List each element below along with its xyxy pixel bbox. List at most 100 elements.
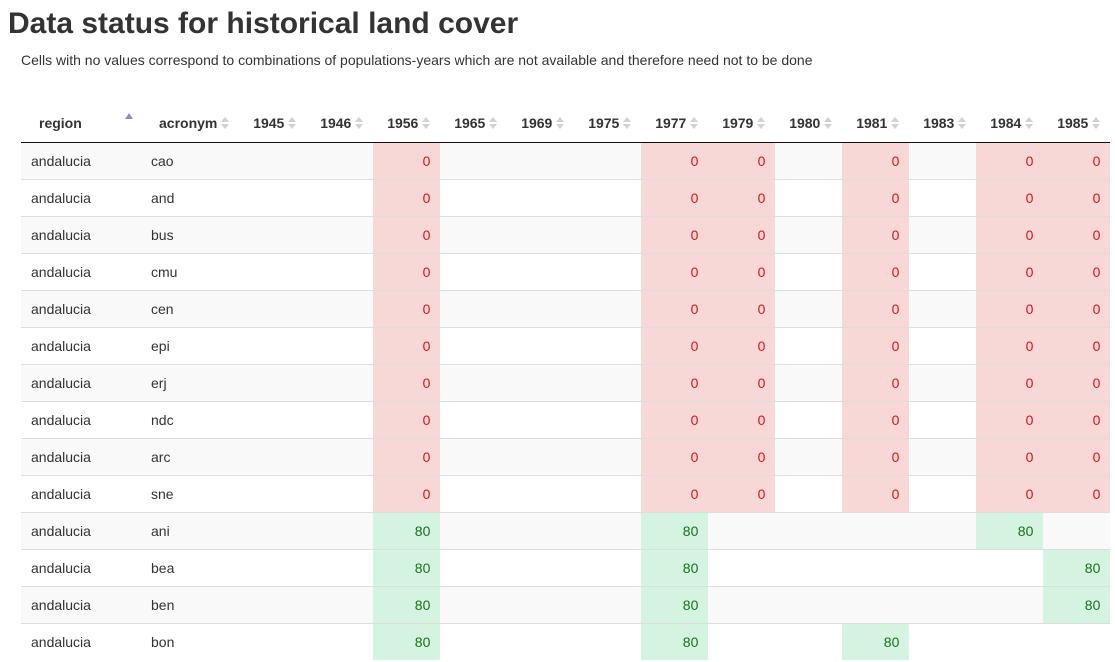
table-row: andalucia epi 0 0 0 0 0 0: [21, 327, 1111, 365]
year-1984-cell: [976, 549, 1044, 587]
sort-both-icon: [288, 116, 297, 130]
column-header-1983[interactable]: 1983: [909, 102, 977, 143]
year-1985-cell: 80: [1043, 549, 1111, 587]
column-header-label: 1983: [923, 114, 955, 131]
acronym-cell: epi: [141, 327, 240, 365]
column-header-region[interactable]: region: [21, 102, 141, 143]
year-1981-cell: 0: [842, 290, 910, 328]
year-1965-cell: [440, 327, 508, 365]
region-cell: andalucia: [21, 438, 141, 476]
year-1956-cell: 0: [373, 142, 441, 180]
column-header-1965[interactable]: 1965: [440, 102, 508, 143]
page-subtitle: Cells with no values correspond to combi…: [21, 52, 813, 68]
year-1956-cell: 0: [373, 327, 441, 365]
year-1977-cell: 80: [641, 586, 709, 624]
year-1945-cell: [239, 586, 307, 624]
year-1979-cell: 0: [708, 475, 776, 513]
year-1981-cell: [842, 586, 910, 624]
column-header-1977[interactable]: 1977: [641, 102, 709, 143]
year-1983-cell: [909, 438, 977, 476]
year-1984-cell: 0: [976, 327, 1044, 365]
acronym-cell: cao: [141, 142, 240, 180]
year-1969-cell: [507, 179, 575, 217]
region-cell: andalucia: [21, 179, 141, 217]
acronym-cell: ben: [141, 586, 240, 624]
year-1985-cell: 0: [1043, 142, 1111, 180]
year-1984-cell: 0: [976, 179, 1044, 217]
year-1969-cell: [507, 290, 575, 328]
sort-both-icon: [556, 116, 565, 130]
year-1985-cell: 0: [1043, 253, 1111, 291]
year-1956-cell: 0: [373, 401, 441, 439]
column-header-1985[interactable]: 1985: [1043, 102, 1111, 143]
year-1965-cell: [440, 512, 508, 550]
column-header-acronym[interactable]: acronym: [141, 102, 240, 143]
year-1945-cell: [239, 401, 307, 439]
year-1985-cell: 0: [1043, 179, 1111, 217]
year-1980-cell: [775, 586, 843, 624]
year-1983-cell: [909, 216, 977, 254]
region-cell: andalucia: [21, 327, 141, 365]
year-1981-cell: 0: [842, 216, 910, 254]
acronym-cell: sne: [141, 475, 240, 513]
sort-both-icon: [1092, 116, 1101, 130]
table-body: andalucia cao 0 0 0 0 0 0 andalucia and 0 0 0 0 0 0 anda…: [21, 142, 1111, 660]
table-row: andalucia cao 0 0 0 0 0 0: [21, 142, 1111, 180]
table-row: andalucia and 0 0 0 0 0 0: [21, 179, 1111, 217]
column-header-1946[interactable]: 1946: [306, 102, 374, 143]
year-1981-cell: [842, 512, 910, 550]
year-1946-cell: [306, 290, 374, 328]
table-row: andalucia cmu 0 0 0 0 0 0: [21, 253, 1111, 291]
year-1985-cell: 0: [1043, 290, 1111, 328]
table-row: andalucia ani 80 80 80: [21, 512, 1111, 550]
year-1956-cell: 0: [373, 253, 441, 291]
column-header-label: 1965: [454, 114, 486, 131]
table-row: andalucia bus 0 0 0 0 0 0: [21, 216, 1111, 254]
year-1946-cell: [306, 253, 374, 291]
year-1979-cell: [708, 586, 776, 624]
year-1975-cell: [574, 401, 642, 439]
year-1983-cell: [909, 142, 977, 180]
year-1977-cell: 0: [641, 253, 709, 291]
year-1946-cell: [306, 401, 374, 439]
column-header-1984[interactable]: 1984: [976, 102, 1044, 143]
column-header-1945[interactable]: 1945: [239, 102, 307, 143]
sort-ascending-icon: [125, 113, 133, 119]
year-1984-cell: 0: [976, 475, 1044, 513]
year-1975-cell: [574, 475, 642, 513]
sort-both-icon: [422, 116, 431, 130]
table-row: andalucia cen 0 0 0 0 0 0: [21, 290, 1111, 328]
year-1956-cell: 0: [373, 364, 441, 402]
year-1945-cell: [239, 438, 307, 476]
year-1984-cell: 0: [976, 401, 1044, 439]
year-1983-cell: [909, 623, 977, 660]
column-header-1980[interactable]: 1980: [775, 102, 843, 143]
acronym-cell: erj: [141, 364, 240, 402]
year-1945-cell: [239, 290, 307, 328]
year-1983-cell: [909, 475, 977, 513]
year-1965-cell: [440, 623, 508, 660]
year-1977-cell: 80: [641, 623, 709, 660]
column-header-1969[interactable]: 1969: [507, 102, 575, 143]
column-header-1979[interactable]: 1979: [708, 102, 776, 143]
region-cell: andalucia: [21, 623, 141, 660]
year-1965-cell: [440, 142, 508, 180]
year-1946-cell: [306, 512, 374, 550]
region-cell: andalucia: [21, 401, 141, 439]
year-1956-cell: 80: [373, 586, 441, 624]
year-1975-cell: [574, 290, 642, 328]
year-1969-cell: [507, 327, 575, 365]
year-1980-cell: [775, 216, 843, 254]
column-header-1975[interactable]: 1975: [574, 102, 642, 143]
year-1945-cell: [239, 475, 307, 513]
sort-both-icon: [891, 116, 900, 130]
year-1977-cell: 0: [641, 438, 709, 476]
year-1956-cell: 0: [373, 438, 441, 476]
column-header-1956[interactable]: 1956: [373, 102, 441, 143]
column-header-1981[interactable]: 1981: [842, 102, 910, 143]
year-1965-cell: [440, 586, 508, 624]
year-1975-cell: [574, 364, 642, 402]
region-cell: andalucia: [21, 142, 141, 180]
year-1977-cell: 80: [641, 512, 709, 550]
